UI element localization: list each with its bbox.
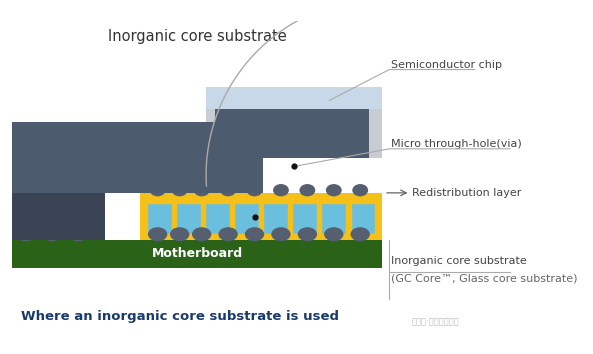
Ellipse shape [350, 227, 370, 241]
Bar [215, 109, 369, 158]
Bar [350, 202, 375, 234]
Bar [147, 202, 172, 234]
Bar [176, 202, 201, 234]
Bar [206, 87, 382, 109]
Ellipse shape [220, 184, 236, 196]
Ellipse shape [69, 227, 88, 241]
Ellipse shape [352, 184, 368, 196]
Bar [140, 193, 382, 240]
Ellipse shape [326, 184, 342, 196]
Bar [263, 202, 288, 234]
Text: Redistribution layer: Redistribution layer [412, 188, 522, 198]
Ellipse shape [170, 227, 189, 241]
Bar [234, 202, 259, 234]
Bar [205, 202, 230, 234]
Ellipse shape [298, 227, 317, 241]
Ellipse shape [42, 227, 62, 241]
Ellipse shape [149, 184, 165, 196]
Bar [206, 87, 382, 158]
Text: Micro through-hole(via): Micro through-hole(via) [391, 139, 522, 149]
Ellipse shape [299, 184, 315, 196]
Ellipse shape [172, 184, 187, 196]
Text: Semiconductor chip: Semiconductor chip [391, 59, 502, 69]
Ellipse shape [16, 227, 35, 241]
Text: Inorganic core substrate: Inorganic core substrate [108, 29, 286, 45]
Bar [12, 193, 105, 240]
Text: Inorganic core substrate: Inorganic core substrate [391, 256, 527, 266]
Ellipse shape [324, 227, 343, 241]
Bar [12, 122, 263, 193]
Ellipse shape [192, 227, 211, 241]
Bar [321, 202, 346, 234]
Ellipse shape [148, 227, 167, 241]
Ellipse shape [194, 184, 209, 196]
Ellipse shape [271, 227, 291, 241]
Bar [12, 240, 382, 268]
Text: Motherboard: Motherboard [152, 247, 243, 260]
Bar [292, 202, 317, 234]
Ellipse shape [273, 184, 289, 196]
Text: 公众号·艾邦半导体网: 公众号·艾邦半导体网 [412, 318, 459, 327]
Ellipse shape [218, 227, 238, 241]
Text: Where an inorganic core substrate is used: Where an inorganic core substrate is use… [21, 310, 339, 322]
Ellipse shape [245, 227, 264, 241]
Text: (GC Core™, Glass core substrate): (GC Core™, Glass core substrate) [391, 274, 578, 284]
Ellipse shape [247, 184, 263, 196]
